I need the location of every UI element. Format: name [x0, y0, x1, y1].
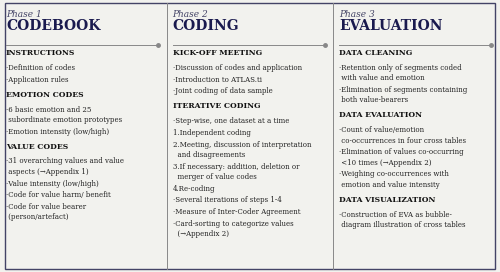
- Text: ·Elimination of values co-occurring: ·Elimination of values co-occurring: [339, 148, 464, 156]
- Text: ·Code for value harm/ benefit: ·Code for value harm/ benefit: [6, 191, 111, 199]
- Text: ·Code for value bearer: ·Code for value bearer: [6, 203, 86, 211]
- Text: aspects (→Appendix 1): aspects (→Appendix 1): [6, 168, 88, 176]
- Text: DATA CLEANING: DATA CLEANING: [339, 49, 412, 57]
- Text: <10 times (→Appendix 2): <10 times (→Appendix 2): [339, 159, 432, 166]
- Text: 2.Meeting, discussion of interpretation: 2.Meeting, discussion of interpretation: [172, 141, 311, 149]
- Text: ITERATIVE CODING: ITERATIVE CODING: [172, 102, 260, 110]
- Text: VALUE CODES: VALUE CODES: [6, 143, 68, 150]
- Text: (person/artefact): (person/artefact): [6, 213, 68, 221]
- Text: emotion and value intensity: emotion and value intensity: [339, 181, 440, 188]
- Text: ·Card-sorting to categorize values: ·Card-sorting to categorize values: [172, 220, 293, 228]
- Text: CODING: CODING: [172, 19, 239, 33]
- Text: Phase 2: Phase 2: [172, 10, 208, 18]
- Text: 1.Independent coding: 1.Independent coding: [172, 129, 250, 137]
- Text: ·Step-wise, one dataset at a time: ·Step-wise, one dataset at a time: [172, 117, 289, 125]
- Text: DATA EVALUATION: DATA EVALUATION: [339, 111, 422, 119]
- Text: both value-bearers: both value-bearers: [339, 96, 408, 104]
- Text: ·Application rules: ·Application rules: [6, 76, 68, 84]
- Text: ·Definition of codes: ·Definition of codes: [6, 64, 75, 72]
- Text: ·Several iterations of steps 1-4: ·Several iterations of steps 1-4: [172, 196, 281, 204]
- Text: Phase 1: Phase 1: [6, 10, 42, 18]
- Text: ·Emotion intensity (low/high): ·Emotion intensity (low/high): [6, 128, 109, 135]
- Text: subordinate emotion prototypes: subordinate emotion prototypes: [6, 116, 122, 124]
- Text: ·Retention only of segments coded: ·Retention only of segments coded: [339, 64, 462, 72]
- Text: and disagreements: and disagreements: [172, 151, 245, 159]
- Text: (→Appendix 2): (→Appendix 2): [172, 230, 229, 238]
- Text: 4.Re-coding: 4.Re-coding: [172, 185, 215, 193]
- Text: EVALUATION: EVALUATION: [339, 19, 442, 33]
- Text: ·Measure of Inter-Coder Agreement: ·Measure of Inter-Coder Agreement: [172, 208, 300, 216]
- Text: diagram illustration of cross tables: diagram illustration of cross tables: [339, 221, 466, 229]
- Text: ·Introduction to ATLAS.ti: ·Introduction to ATLAS.ti: [172, 76, 262, 84]
- Text: ·Elimination of segments containing: ·Elimination of segments containing: [339, 86, 467, 94]
- Text: ·Construction of EVA as bubble-: ·Construction of EVA as bubble-: [339, 211, 452, 218]
- Text: ·31 overarching values and value: ·31 overarching values and value: [6, 157, 124, 165]
- Text: merger of value codes: merger of value codes: [172, 173, 256, 181]
- Text: EMOTION CODES: EMOTION CODES: [6, 91, 84, 98]
- Text: ·Value intensity (low/high): ·Value intensity (low/high): [6, 180, 99, 187]
- Text: ·Weighing co-occurrences with: ·Weighing co-occurrences with: [339, 170, 449, 178]
- Text: INSTRUCTIONS: INSTRUCTIONS: [6, 49, 75, 57]
- Text: ·Joint coding of data sample: ·Joint coding of data sample: [172, 87, 272, 95]
- Text: Phase 3: Phase 3: [339, 10, 375, 18]
- Text: with value and emotion: with value and emotion: [339, 74, 424, 82]
- Text: 3.If necessary: addition, deletion or: 3.If necessary: addition, deletion or: [172, 163, 299, 171]
- Text: DATA VISUALIZATION: DATA VISUALIZATION: [339, 196, 436, 203]
- Text: ·6 basic emotion and 25: ·6 basic emotion and 25: [6, 106, 91, 113]
- Text: co-occurrences in four cross tables: co-occurrences in four cross tables: [339, 137, 466, 144]
- Text: ·Discussion of codes and application: ·Discussion of codes and application: [172, 64, 302, 72]
- Text: ·Count of value/emotion: ·Count of value/emotion: [339, 126, 424, 134]
- Text: KICK-OFF MEETING: KICK-OFF MEETING: [172, 49, 262, 57]
- Text: CODEBOOK: CODEBOOK: [6, 19, 100, 33]
